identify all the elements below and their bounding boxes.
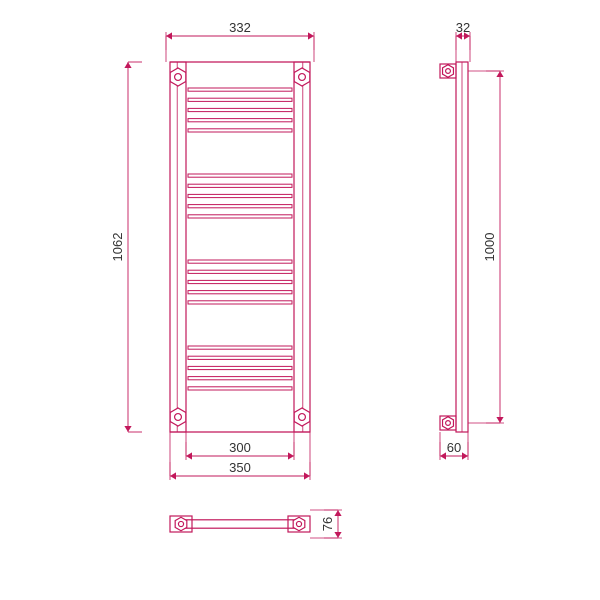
svg-text:60: 60 <box>447 440 461 455</box>
top-view: 76 <box>170 510 342 538</box>
front-view: 332 1062 300 350 <box>110 20 314 480</box>
svg-text:76: 76 <box>320 517 335 531</box>
svg-text:300: 300 <box>229 440 251 455</box>
svg-text:1000: 1000 <box>482 233 497 262</box>
svg-text:350: 350 <box>229 460 251 475</box>
side-view: 32 1000 60 <box>440 20 504 460</box>
svg-text:32: 32 <box>456 20 470 35</box>
svg-text:332: 332 <box>229 20 251 35</box>
svg-text:1062: 1062 <box>110 233 125 262</box>
